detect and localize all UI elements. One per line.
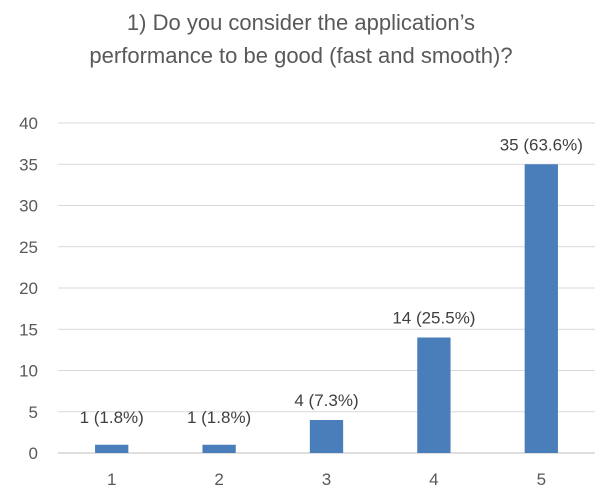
x-tick-label: 4	[429, 470, 438, 489]
bar-3	[309, 420, 344, 453]
x-tick-label: 1	[107, 470, 116, 489]
bars	[95, 164, 558, 453]
x-tick-label: 2	[214, 470, 223, 489]
y-tick-label: 35	[19, 155, 38, 174]
y-tick-label: 15	[19, 320, 38, 339]
y-tick-label: 5	[29, 403, 38, 422]
data-label: 14 (25.5%)	[392, 309, 475, 328]
y-tick-label: 30	[19, 197, 38, 216]
bar-5	[524, 164, 558, 453]
bar-1	[95, 444, 129, 453]
y-tick-label: 40	[19, 114, 38, 133]
data-label: 1 (1.8%)	[187, 408, 251, 427]
labels: 0 5 10 15 20 25 30 35 40 1 1 (1.8%) 2 1 (1.8%) 3 4 (7.…	[19, 114, 583, 489]
y-tick-label: 20	[19, 279, 38, 298]
x-tick-label: 3	[322, 470, 331, 489]
x-tick-label: 5	[537, 470, 546, 489]
y-tick-label: 10	[19, 362, 38, 381]
data-label: 4 (7.3%)	[294, 391, 358, 410]
y-tick-label: 25	[19, 238, 38, 257]
data-label: 35 (63.6%)	[500, 135, 583, 154]
chart-title-line-2: performance to be good (fast and smooth)…	[89, 43, 513, 68]
chart-title: 1) Do you consider the application’s per…	[0, 6, 602, 72]
data-label: 1 (1.8%)	[80, 408, 144, 427]
bar-2	[202, 444, 236, 453]
bar-4	[417, 337, 451, 453]
chart-title-line-1: 1) Do you consider the application’s	[126, 10, 476, 35]
y-tick-label: 0	[29, 444, 38, 463]
gridlines	[58, 122, 595, 413]
